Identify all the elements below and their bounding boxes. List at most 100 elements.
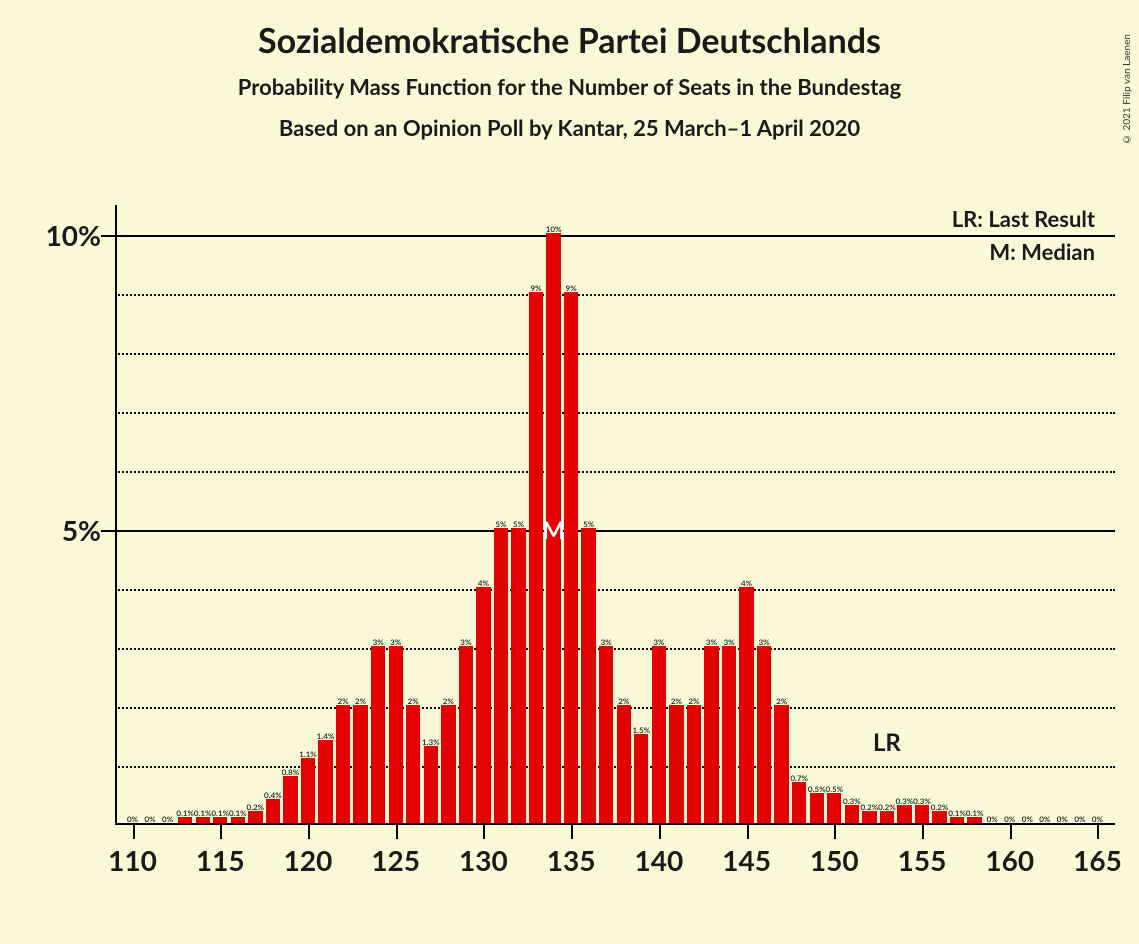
bar-value-label: 0% bbox=[1039, 814, 1050, 824]
bar-value-label: 3% bbox=[601, 637, 612, 647]
bar bbox=[845, 805, 859, 823]
gridline-y bbox=[115, 294, 1115, 296]
bar bbox=[441, 705, 455, 823]
bar bbox=[389, 646, 403, 823]
bar-value-label: 0% bbox=[987, 814, 998, 824]
bar-value-label: 5% bbox=[495, 519, 506, 529]
bar-value-label: 0.3% bbox=[896, 796, 914, 806]
gridline-y bbox=[115, 412, 1115, 414]
bar-value-label: 0.2% bbox=[931, 802, 949, 812]
x-tick bbox=[922, 825, 924, 839]
bar-value-label: 0.3% bbox=[843, 796, 861, 806]
bar-value-label: 0.5% bbox=[825, 784, 843, 794]
x-axis-label: 150 bbox=[810, 843, 859, 877]
bar bbox=[792, 782, 806, 823]
bar-value-label: 3% bbox=[706, 637, 717, 647]
x-tick bbox=[308, 825, 310, 839]
bar-value-label: 5% bbox=[583, 519, 594, 529]
bar-value-label: 3% bbox=[759, 637, 770, 647]
bar-value-label: 0.8% bbox=[282, 767, 300, 777]
bar bbox=[353, 705, 367, 823]
bar bbox=[915, 805, 929, 823]
bar-value-label: 0.1% bbox=[229, 808, 247, 818]
bar bbox=[371, 646, 385, 823]
bar bbox=[774, 705, 788, 823]
bar-value-label: 2% bbox=[337, 696, 348, 706]
bar bbox=[617, 705, 631, 823]
y-axis-label: 10% bbox=[15, 218, 101, 252]
x-tick bbox=[483, 825, 485, 839]
x-axis-label: 165 bbox=[1073, 843, 1122, 877]
gridline-y bbox=[115, 766, 1115, 768]
x-tick bbox=[133, 825, 135, 839]
y-tick bbox=[101, 530, 115, 532]
bar-value-label: 9% bbox=[530, 283, 541, 293]
bar-value-label: 3% bbox=[653, 637, 664, 647]
y-tick bbox=[101, 235, 115, 237]
bar-value-label: 0% bbox=[1057, 814, 1068, 824]
bar bbox=[687, 705, 701, 823]
y-axis bbox=[115, 205, 117, 825]
bar-value-label: 0% bbox=[1092, 814, 1103, 824]
gridline-y bbox=[115, 589, 1115, 591]
x-axis-label: 130 bbox=[459, 843, 508, 877]
bar-value-label: 5% bbox=[513, 519, 524, 529]
bar-value-label: 3% bbox=[373, 637, 384, 647]
bar-value-label: 0.3% bbox=[913, 796, 931, 806]
x-axis-label: 110 bbox=[108, 843, 157, 877]
bar bbox=[336, 705, 350, 823]
bar-value-label: 2% bbox=[776, 696, 787, 706]
y-axis-label: 5% bbox=[15, 513, 101, 547]
bar-value-label: 3% bbox=[460, 637, 471, 647]
bar bbox=[564, 292, 578, 823]
x-tick bbox=[747, 825, 749, 839]
bar-value-label: 2% bbox=[408, 696, 419, 706]
last-result-marker: LR bbox=[873, 728, 901, 757]
x-axis-label: 140 bbox=[634, 843, 683, 877]
legend-m: M: Median bbox=[952, 238, 1095, 265]
x-axis bbox=[115, 823, 1115, 825]
bar-value-label: 0% bbox=[162, 814, 173, 824]
bar-value-label: 0% bbox=[1074, 814, 1085, 824]
gridline-y bbox=[115, 471, 1115, 473]
bar bbox=[599, 646, 613, 823]
bar bbox=[810, 793, 824, 823]
bar bbox=[581, 528, 595, 823]
bar-value-label: 0.2% bbox=[878, 802, 896, 812]
bar-value-label: 2% bbox=[671, 696, 682, 706]
bar-value-label: 0.7% bbox=[790, 773, 808, 783]
bar bbox=[424, 746, 438, 823]
bar bbox=[880, 811, 894, 823]
bar bbox=[634, 734, 648, 823]
bar-value-label: 0.1% bbox=[176, 808, 194, 818]
bar bbox=[722, 646, 736, 823]
bar-value-label: 2% bbox=[688, 696, 699, 706]
chart-plot-area: 5%10% 110 115 120 125 130 135 140 145 15… bbox=[115, 205, 1115, 825]
bar bbox=[529, 292, 543, 823]
bar-value-label: 0.1% bbox=[211, 808, 229, 818]
bar-value-label: 0.2% bbox=[247, 802, 265, 812]
x-axis-label: 115 bbox=[196, 843, 245, 877]
bar-value-label: 0% bbox=[127, 814, 138, 824]
bar-value-label: 10% bbox=[546, 224, 562, 234]
bar-value-label: 4% bbox=[741, 578, 752, 588]
bar bbox=[862, 811, 876, 823]
bar bbox=[652, 646, 666, 823]
bar-value-label: 4% bbox=[478, 578, 489, 588]
bar bbox=[283, 776, 297, 823]
x-tick bbox=[396, 825, 398, 839]
bar bbox=[476, 587, 490, 823]
chart-subtitle: Probability Mass Function for the Number… bbox=[0, 73, 1139, 100]
x-tick bbox=[571, 825, 573, 839]
bar-value-label: 1.3% bbox=[422, 737, 440, 747]
bar-value-label: 0.1% bbox=[966, 808, 984, 818]
bar bbox=[406, 705, 420, 823]
gridline-y bbox=[115, 648, 1115, 650]
bar-value-label: 2% bbox=[443, 696, 454, 706]
bar bbox=[757, 646, 771, 823]
gridline-y bbox=[115, 707, 1115, 709]
x-tick bbox=[834, 825, 836, 839]
x-axis-label: 160 bbox=[985, 843, 1034, 877]
x-axis-label: 120 bbox=[284, 843, 333, 877]
bar bbox=[932, 811, 946, 823]
